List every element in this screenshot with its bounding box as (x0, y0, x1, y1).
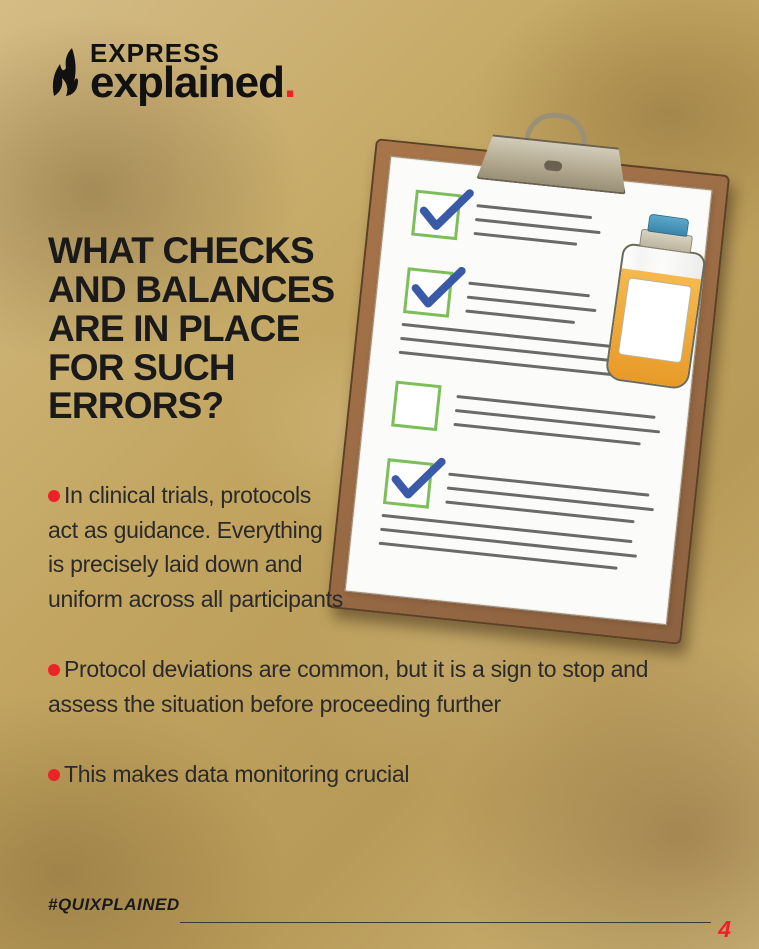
checkbox-icon (391, 381, 442, 432)
text-line (474, 232, 578, 246)
bullet-item: Protocol deviations are common, but it i… (48, 652, 708, 721)
checkmark-icon (415, 180, 474, 239)
text-line (467, 296, 597, 313)
bullet-item: In clinical trials, protocols act as gui… (48, 478, 343, 616)
bullet-text: This makes data monitoring crucial (64, 761, 409, 787)
text-line (465, 309, 575, 323)
brand-dot: . (284, 58, 295, 107)
vial-label (618, 277, 692, 363)
text-line (468, 282, 590, 298)
text-line (475, 218, 601, 234)
text-line (476, 204, 592, 219)
bullet-dot-icon (48, 664, 60, 676)
bullet-list: In clinical trials, protocols act as gui… (48, 478, 708, 828)
bullet-item: This makes data monitoring crucial (48, 757, 708, 792)
footer-divider (180, 922, 711, 923)
clipboard-clip-icon (476, 105, 633, 198)
bullet-dot-icon (48, 490, 60, 502)
headline: WHAT CHECKS AND BALANCES ARE IN PLACE FO… (48, 232, 378, 426)
brand-logo: EXPRESS explained. (48, 42, 295, 101)
page-number: 4 (718, 916, 731, 943)
bullet-text: Protocol deviations are common, but it i… (48, 656, 648, 717)
bullet-dot-icon (48, 769, 60, 781)
hashtag: #QUIXPLAINED (48, 895, 180, 915)
flame-icon (48, 46, 80, 98)
bullet-text: In clinical trials, protocols act as gui… (48, 482, 343, 612)
checkmark-icon (407, 258, 466, 317)
brand-line2: explained. (90, 64, 295, 101)
